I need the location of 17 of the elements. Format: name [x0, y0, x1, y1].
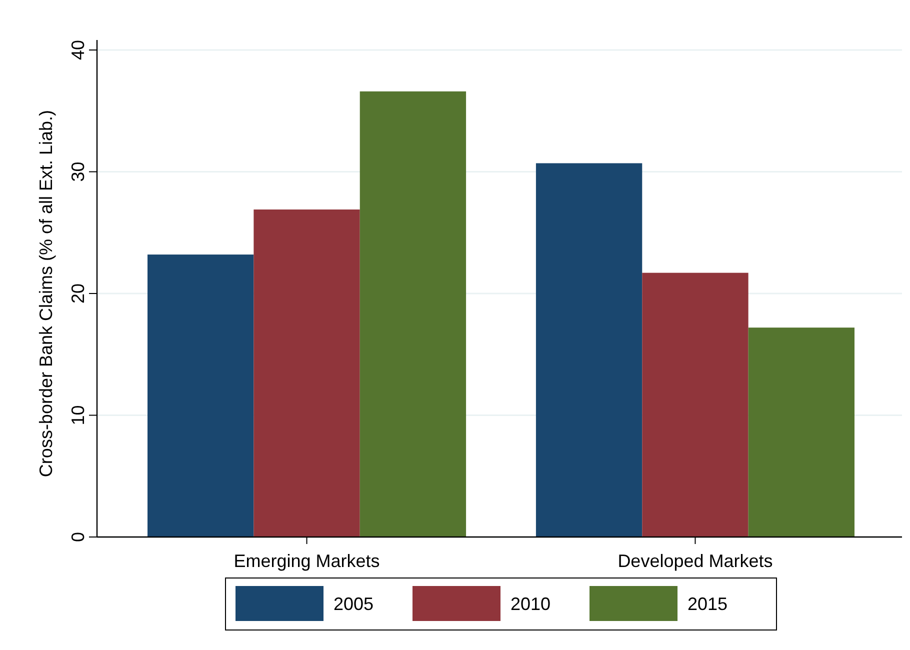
y-tick-label: 20 [68, 283, 88, 304]
y-tick-label: 30 [68, 162, 88, 182]
bar [536, 163, 642, 537]
bar [748, 328, 854, 537]
bar [360, 91, 466, 537]
x-tick-label: Developed Markets [618, 551, 773, 571]
y-tick-label: 40 [68, 40, 88, 60]
y-tick-label: 0 [68, 532, 88, 542]
legend-label: 2010 [510, 594, 551, 614]
bar [642, 272, 748, 537]
x-tick-label: Emerging Markets [234, 551, 380, 571]
legend-label: 2005 [334, 594, 374, 614]
bar [254, 209, 360, 537]
bar [148, 254, 254, 537]
y-tick-label: 10 [68, 405, 88, 426]
legend-label: 2015 [688, 594, 728, 614]
y-axis-title: Cross-border Bank Claims (% of all Ext. Liab.) [36, 110, 56, 478]
